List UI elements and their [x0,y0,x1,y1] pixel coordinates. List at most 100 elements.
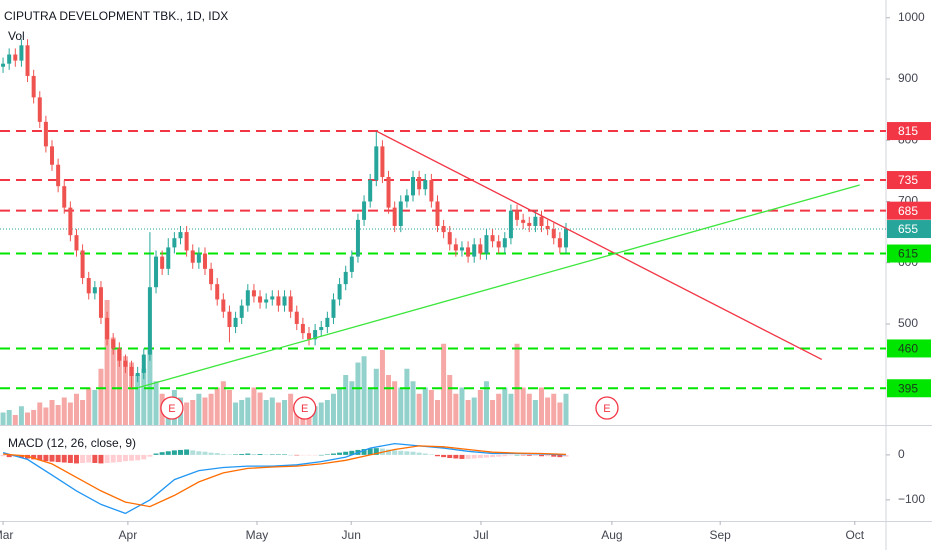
earnings-marker [160,396,184,420]
volume-bar [324,400,330,425]
candle-body [7,54,12,64]
candle-body [251,290,256,297]
candle-body [135,372,140,377]
macd-histogram-bar [330,453,336,455]
volume-bar [404,368,410,425]
macd-histogram-bar [239,453,245,455]
volume-bar [453,393,459,425]
volume-bar [226,390,232,425]
macd-histogram-bar [196,451,202,455]
candle-body [178,232,183,239]
volume-bar [251,387,257,425]
volume-bar [532,400,538,425]
macd-histogram-bar [312,454,318,456]
candle-body [1,63,6,67]
candle-body [392,207,397,226]
volume-bar [520,387,526,425]
price-badge-label: 815 [898,124,918,138]
candle-body [141,354,146,373]
candle-body [62,186,67,208]
volume-bar [6,410,12,425]
macd-histogram-bar [557,454,563,458]
candle-body [490,235,495,242]
macd-histogram-bar [392,450,398,455]
macd-histogram-bar [116,454,122,463]
signal-line [3,445,567,508]
candle-body [172,238,177,248]
macd-histogram-bar [263,454,269,455]
macd-histogram-bar [490,454,496,458]
macd-histogram-bar [0,454,6,457]
volume-bar [386,375,392,425]
volume-bar [349,381,355,425]
volume-bar [355,362,361,425]
candle-body [331,299,336,318]
candle-body [221,299,226,312]
volume-bar [104,300,110,425]
candle-body [484,235,489,254]
x-tick-label: Apr [119,528,138,542]
volume-bar [398,387,404,425]
volume-bar [526,393,532,425]
candle-body [306,333,311,340]
macd-histogram-bar [122,454,128,462]
macd-title: MACD (12, 26, close, 9) [8,436,136,450]
candle-body [515,210,520,220]
price-badge [887,244,931,263]
volume-bar [361,356,367,425]
macd-histogram-bar [508,454,514,456]
candle-body [435,201,440,226]
candle-body [288,296,293,312]
earnings-label: E [603,403,610,415]
macd-histogram-bar [245,453,251,455]
candle-body [337,284,342,300]
volume-bar [184,402,190,425]
candle-body [294,311,299,324]
y-tick-label: 1000 [898,10,925,24]
candle-body [300,323,305,334]
macd-histogram-bar [539,454,545,457]
candle-body [411,176,416,196]
macd-histogram-bar [55,454,61,463]
volume-bar [263,400,269,425]
macd-histogram-bar [428,454,434,455]
candle-body [459,247,464,251]
candle-body [527,222,532,226]
macd-histogram-bar [208,452,214,455]
volume-bar [55,405,61,425]
x-tick-label: May [246,528,269,542]
candle-body [270,296,275,300]
price-badge-label: 735 [898,173,918,187]
volume-bar [110,337,116,425]
candle-body [105,317,110,340]
macd-histogram-bar [282,454,288,455]
macd-histogram-bar [92,454,98,463]
price-badge-label: 460 [898,342,918,356]
price-badge-label: 395 [898,381,918,395]
candle-body [563,229,568,248]
volume-bar [153,381,159,425]
macd-histogram-bar [202,451,208,455]
volume-bar [490,400,496,425]
volume-bar [12,415,18,425]
volume-bar [98,368,104,425]
macd-histogram-bar [422,453,428,455]
candle-body [154,256,159,288]
macd-histogram-bar [434,454,440,457]
volume-bar [477,390,483,425]
candle-body [190,250,195,263]
macd-histogram-bar [300,454,306,456]
volume-bar [208,393,214,425]
volume-bar [61,397,67,425]
volume-bar [135,375,141,425]
macd-y-tick-label: 0 [898,447,905,461]
candle-body [282,296,287,306]
macd-histogram-bar [477,454,483,459]
macd-histogram-bar [294,454,300,456]
candle-body [368,180,373,202]
candle-body [233,317,238,328]
macd-histogram-bar [80,454,86,463]
volume-bar [31,410,37,425]
candle-body [276,296,281,306]
candle-body [68,207,73,236]
